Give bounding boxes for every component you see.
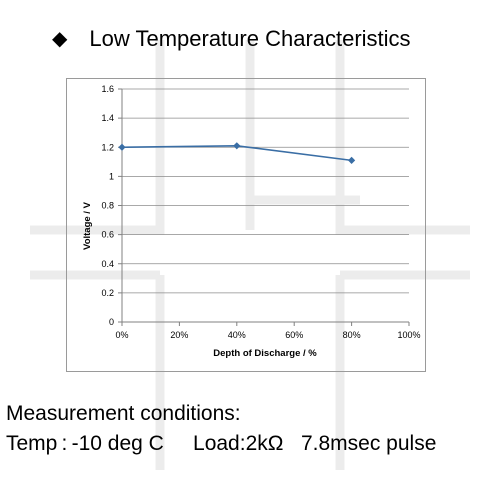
x-axis-title: Depth of Discharge / % bbox=[213, 348, 317, 359]
x-tick-labels: 0% 20% 40% 60% 80% 100% bbox=[115, 330, 420, 340]
pulse-condition: 7.8msec pulse bbox=[300, 432, 437, 455]
y-tick-labels: 0 0.2 0.4 0.6 0.8 1 1.2 1.4 1.6 bbox=[101, 84, 114, 327]
data-point-marker bbox=[233, 142, 241, 150]
y-axis-title: Voltage / V bbox=[82, 201, 93, 250]
x-tick-label: 100% bbox=[397, 330, 420, 340]
y-tick-label: 1.4 bbox=[101, 113, 114, 123]
y-tick-label: 0.6 bbox=[101, 230, 114, 240]
chart-heading: ◆ Low Temperature Characteristics bbox=[52, 24, 411, 54]
x-tick-label: 80% bbox=[343, 330, 361, 340]
x-tick-label: 20% bbox=[170, 330, 188, 340]
data-point-marker bbox=[348, 156, 356, 164]
temperature-condition: Temp : -10 deg C bbox=[6, 432, 164, 455]
y-tick-label: 0.4 bbox=[101, 259, 114, 269]
load-condition: Load:2kΩ bbox=[193, 432, 284, 455]
page-title: Low Temperature Characteristics bbox=[89, 26, 411, 51]
data-series bbox=[118, 142, 356, 164]
measurement-conditions-heading: Measurement conditions: bbox=[6, 402, 241, 425]
y-tick-label: 1.2 bbox=[101, 142, 114, 152]
x-tick-label: 0% bbox=[115, 330, 128, 340]
y-tick-label: 0.8 bbox=[101, 201, 114, 211]
y-tick-label: 0 bbox=[109, 317, 114, 327]
axes bbox=[118, 88, 410, 326]
gridlines bbox=[122, 88, 409, 294]
y-tick-label: 1 bbox=[109, 171, 114, 181]
y-tick-label: 0.2 bbox=[101, 288, 114, 298]
x-tick-label: 60% bbox=[285, 330, 303, 340]
chart-frame bbox=[66, 78, 426, 372]
diamond-bullet-icon: ◆ bbox=[52, 28, 68, 50]
x-tick-label: 40% bbox=[228, 330, 246, 340]
data-point-marker bbox=[118, 143, 126, 151]
y-tick-label: 1.6 bbox=[101, 84, 114, 94]
measurement-conditions-values: Temp : -10 deg C Load:2kΩ 7.8msec pulse bbox=[6, 432, 436, 456]
